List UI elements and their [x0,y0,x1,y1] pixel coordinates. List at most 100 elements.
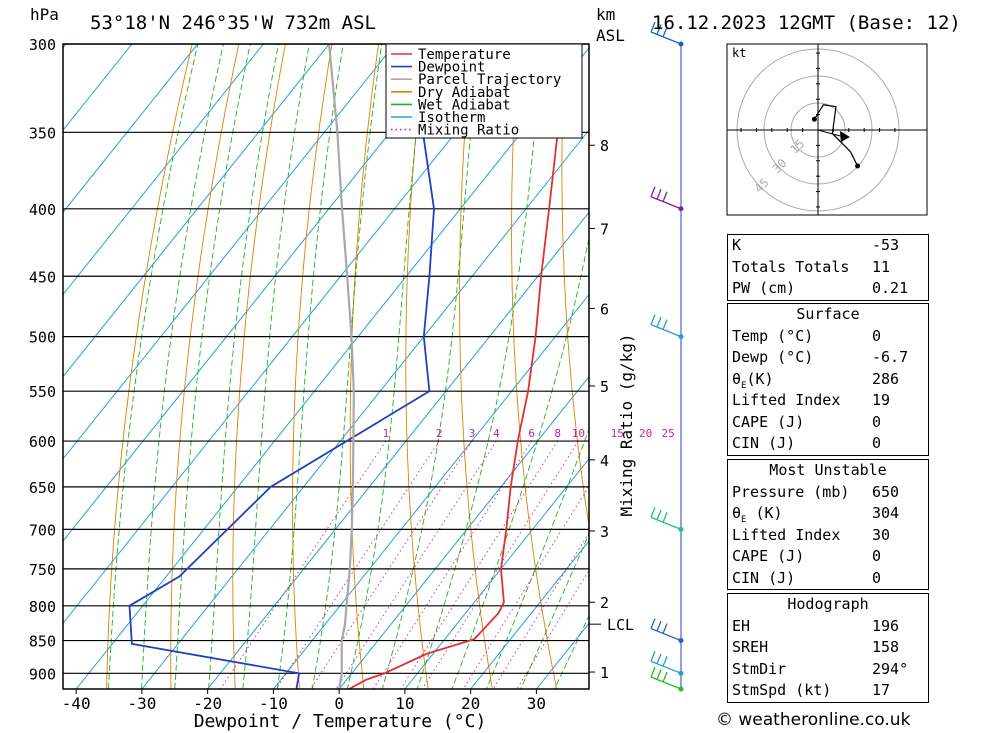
storm-motion-arrowhead [839,131,850,143]
mu-pressure-value: 650 [872,482,900,501]
most-unstable-title: Most Unstable [769,461,887,479]
wind-barb [650,314,682,338]
titles: hPa 53°18'N 246°35'W 732m ASL km ASL 16.… [30,5,961,732]
isotherm-line [207,211,589,689]
surface-temp-row: Temp (°C) 0 [728,326,928,348]
temperature-tick-label: -30 [127,694,156,713]
surface-dewp-value: -6.7 [872,348,909,366]
totals-totals-label: Totals Totals [732,257,850,276]
x-axis-label: Dewpoint / Temperature (°C) [194,711,487,732]
mu-li-value: 30 [872,525,891,544]
hpa-label: hPa [30,5,59,24]
hodograph-end-dot [855,163,861,169]
surface-cape-row: CAPE (J) 0 [728,412,928,434]
wind-barb [650,618,682,642]
sreh-row: SREH 158 [728,637,928,659]
mixing-ratio-label: 4 [493,427,500,440]
pressure-tick-label: 500 [29,329,56,347]
pressure-tick-label: 800 [29,598,56,616]
series-dewpoint [128,44,435,689]
pressure-tick-label: 700 [29,521,56,539]
stmspd-value: 17 [872,681,891,699]
mixing-ratio-label: 10 [572,427,585,440]
stmdir-value: 294° [872,659,909,678]
isotherm-line [470,540,589,689]
hodograph-start-dot [811,116,817,122]
mixing-ratio-line [275,440,440,689]
wind-barb [650,21,682,45]
wet-adiabat-line [242,44,310,689]
isotherm-line [63,44,330,378]
km-tick-label: 8 [600,137,609,155]
isotherm-line [273,293,589,689]
isotherm-line [63,44,199,214]
pressure-tick-label: 750 [29,561,56,579]
mixing-ratio-line [462,485,589,689]
mu-theta-row: θE (K) 304 [728,503,928,525]
sreh-label: SREH [732,638,769,656]
stmdir-label: StmDir [732,659,787,678]
storm-motion-vector [817,129,845,138]
isotherm-line [63,44,462,542]
isotherm-line [141,129,589,689]
wind-barb [650,507,682,530]
wet-adiabat-line [416,44,544,689]
km-tick-label: 1 [600,664,609,682]
legend-entry: Dry Adiabat [418,85,511,101]
mixing-ratio-label: 2 [436,427,443,440]
dry-adiabat-line [926,0,1000,733]
surface-title: Surface [796,305,860,323]
km-label: km [596,5,615,24]
wind-barb [650,651,682,674]
wet-adiabat-line [174,44,251,689]
wet-adiabat-line [554,614,589,689]
hodograph-table: Hodograph EH 196 SREH 158 StmDir 294° StmSp… [727,593,929,703]
mixing-ratio-line [310,440,473,689]
mixing-ratio-line [400,440,559,689]
surface-theta-row: θE(K) 286 [728,369,928,391]
dry-adiabat-line [170,44,240,689]
mu-theta-label: θE (K) [732,504,783,525]
isotherm-line [404,458,589,689]
pw-row: PW (cm) 0.21 [728,278,928,300]
k-index-label: K [732,236,742,254]
hodograph-unit-label: kt [732,46,746,60]
surface-li-row: Lifted Index 19 [728,390,928,412]
km-tick-label: 3 [600,523,609,541]
temperature-tick-label: 0 [334,694,344,713]
mixing-ratio-label: 15 [611,427,624,440]
temperature-tick-label: 10 [395,694,414,713]
wind-profile [650,21,684,692]
pressure-tick-label: 550 [29,383,56,401]
surface-cin-row: CIN (J) 0 [728,433,928,455]
dry-adiabat-line [292,44,333,689]
surface-cape-value: 0 [872,412,882,431]
surface-cin-value: 0 [872,434,882,452]
pressure-tick-label: 400 [29,201,56,219]
pressure-tick-label: 900 [29,665,56,683]
surface-temp-label: Temp (°C) [732,326,814,345]
mu-li-row: Lifted Index 30 [728,525,928,547]
mu-cin-row: CIN (J) 0 [728,568,928,590]
legend-entry: Isotherm [418,110,485,126]
dry-adiabat-line [106,44,193,689]
mu-pressure-label: Pressure (mb) [732,482,850,501]
km-tick-label: 6 [600,300,609,318]
surface-theta-label: θE(K) [732,369,774,391]
location-title: 53°18'N 246°35'W 732m ASL [90,12,376,34]
surface-cin-label: CIN (J) [732,434,796,452]
dry-adiabat-line [349,44,380,689]
km-tick-label: 2 [600,594,609,612]
credit[interactable]: © weatheronline.co.uk [716,710,911,730]
mu-cape-value: 0 [872,547,882,565]
surface-cape-label: CAPE (J) [732,412,805,431]
mixing-ratio-label: 20 [639,427,652,440]
pressure-tick-label: 600 [29,433,56,451]
isotherm-line [75,47,589,689]
pressure-tick-label: 450 [29,268,56,286]
most-unstable-table: Most Unstable Pressure (mb) 650 θE (K) 304… [727,459,929,590]
totals-totals-row: Totals Totals 11 [728,257,928,279]
dry-adiabat-line [459,44,493,689]
